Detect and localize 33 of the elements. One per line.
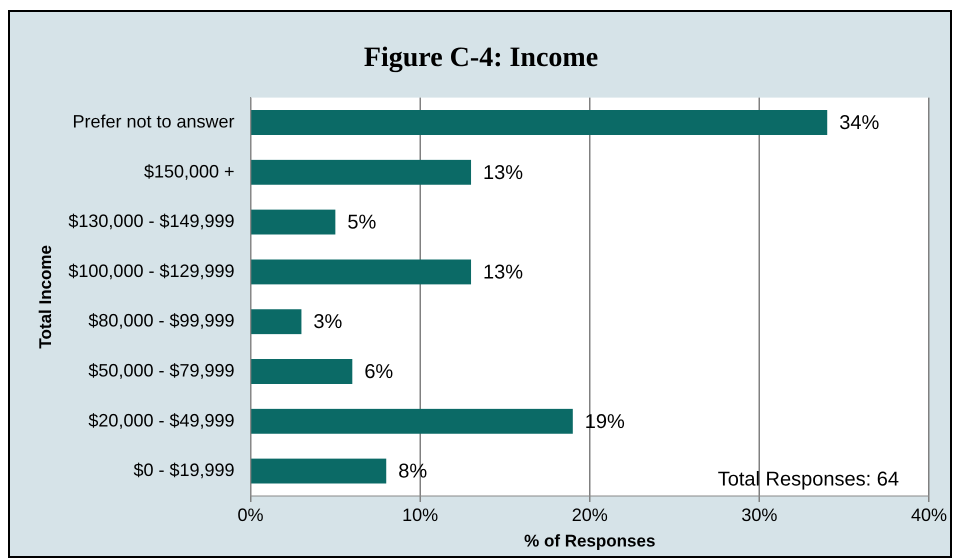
bar bbox=[251, 309, 302, 334]
x-tick-label: 40% bbox=[910, 504, 947, 525]
y-tick-label: $0 - $19,999 bbox=[133, 460, 235, 480]
data-label: 13% bbox=[483, 261, 524, 284]
x-tick-label: 10% bbox=[402, 504, 438, 525]
annotation: Total Responses: 64 bbox=[718, 468, 899, 491]
bar bbox=[251, 110, 828, 135]
data-label: 13% bbox=[483, 162, 524, 184]
y-tick-label: $130,000 - $149,999 bbox=[68, 211, 235, 232]
x-tick-label: 0% bbox=[238, 504, 264, 525]
x-tick-label: 20% bbox=[572, 504, 608, 525]
bar bbox=[251, 359, 352, 384]
y-tick-label: $20,000 - $49,999 bbox=[88, 410, 235, 430]
bar bbox=[251, 160, 472, 185]
bar bbox=[251, 458, 386, 484]
data-label: 3% bbox=[313, 311, 343, 334]
data-label: 19% bbox=[584, 410, 626, 433]
x-axis-title: % of Responses bbox=[524, 531, 656, 550]
y-tick-label: $80,000 - $99,999 bbox=[88, 310, 235, 331]
chart-title: Figure C-4: Income bbox=[364, 42, 598, 74]
y-axis-title: Total Income bbox=[36, 245, 55, 349]
y-tick-label: $150,000 + bbox=[144, 161, 235, 182]
y-tick-label: $100,000 - $129,999 bbox=[68, 260, 235, 281]
bar bbox=[251, 210, 336, 235]
y-tick-label: $50,000 - $79,999 bbox=[88, 360, 235, 380]
data-label: 34% bbox=[839, 112, 880, 134]
data-label: 5% bbox=[347, 212, 376, 234]
x-tick-label: 30% bbox=[741, 504, 778, 525]
y-tick-label: Prefer not to answer bbox=[72, 111, 235, 132]
data-label: 6% bbox=[364, 361, 394, 384]
bar bbox=[251, 259, 472, 284]
bar bbox=[251, 408, 573, 434]
data-label: 8% bbox=[398, 460, 428, 483]
